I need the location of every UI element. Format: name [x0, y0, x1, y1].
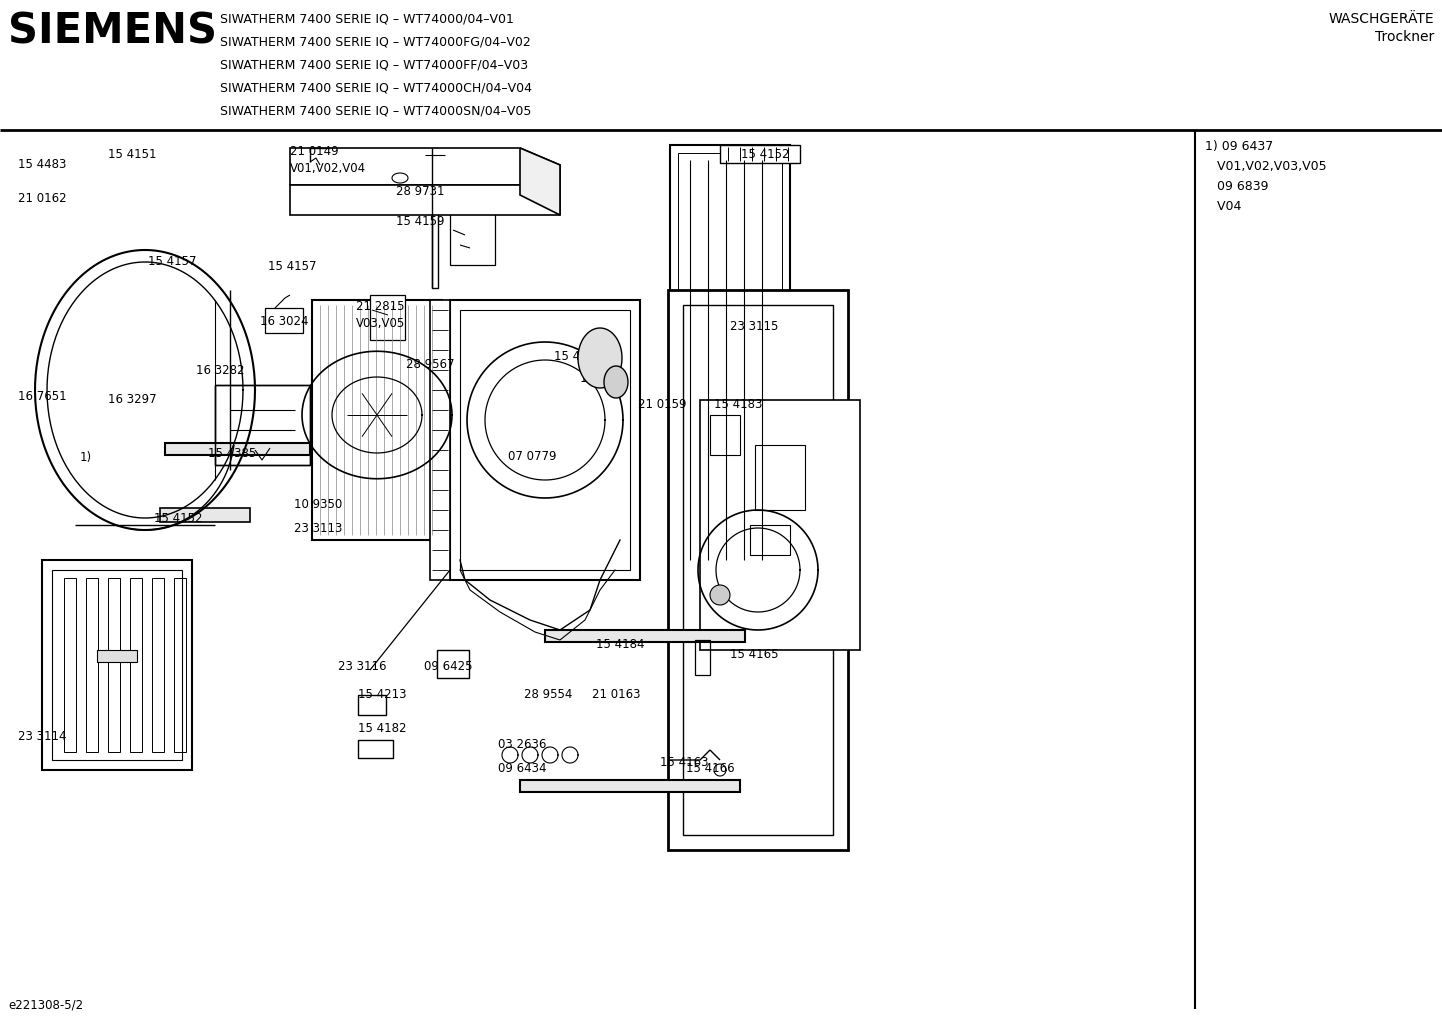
Bar: [130, 578, 141, 752]
Text: 15 4165: 15 4165: [730, 648, 779, 661]
Text: 15 4152: 15 4152: [154, 512, 202, 525]
Text: SIWATHERM 7400 SERIE IQ – WT74000SN/04–V05: SIWATHERM 7400 SERIE IQ – WT74000SN/04–V…: [221, 104, 531, 117]
Bar: [164, 443, 310, 455]
Text: 1): 1): [79, 451, 92, 464]
Text: WASCHGERÄTE: WASCHGERÄTE: [1328, 12, 1433, 26]
Bar: [684, 305, 833, 835]
Polygon shape: [290, 185, 559, 215]
Bar: [671, 145, 790, 575]
Bar: [371, 294, 405, 340]
Bar: [668, 290, 848, 850]
Polygon shape: [290, 148, 559, 185]
Bar: [63, 578, 76, 752]
Bar: [174, 578, 186, 752]
Polygon shape: [604, 366, 629, 398]
Text: 15 4159: 15 4159: [397, 215, 444, 228]
Polygon shape: [578, 328, 622, 388]
Bar: [545, 630, 746, 642]
Text: 09 6434: 09 6434: [497, 762, 547, 775]
Bar: [97, 650, 137, 662]
Bar: [358, 695, 386, 715]
Text: 16 3282: 16 3282: [196, 364, 245, 377]
Text: 23 3113: 23 3113: [294, 522, 342, 535]
Text: 03 2636: 03 2636: [497, 738, 547, 751]
Text: 28 9731: 28 9731: [397, 185, 444, 198]
Bar: [521, 780, 740, 792]
Text: 28 9567: 28 9567: [407, 358, 454, 371]
Text: 07 0779: 07 0779: [508, 450, 557, 463]
Text: SIWATHERM 7400 SERIE IQ – WT74000FG/04–V02: SIWATHERM 7400 SERIE IQ – WT74000FG/04–V…: [221, 35, 531, 48]
Text: 28 9554: 28 9554: [523, 688, 572, 701]
Bar: [265, 308, 303, 333]
Text: 21 0163: 21 0163: [593, 688, 640, 701]
Bar: [437, 650, 469, 678]
Text: 15 4213: 15 4213: [358, 688, 407, 701]
Text: 23 3115: 23 3115: [730, 320, 779, 333]
Text: 15 4483: 15 4483: [17, 158, 66, 171]
Bar: [52, 570, 182, 760]
Text: 21 0162: 21 0162: [17, 192, 66, 205]
Text: 15 4183: 15 4183: [714, 398, 763, 411]
Text: 15 4184: 15 4184: [596, 638, 645, 651]
Bar: [358, 740, 394, 758]
Text: SIWATHERM 7400 SERIE IQ – WT74000/04–V01: SIWATHERM 7400 SERIE IQ – WT74000/04–V01: [221, 12, 513, 25]
Text: Trockner: Trockner: [1374, 30, 1433, 44]
Polygon shape: [521, 148, 559, 215]
Polygon shape: [392, 173, 408, 183]
Text: 21 0159: 21 0159: [637, 398, 686, 411]
Bar: [87, 578, 98, 752]
Polygon shape: [709, 585, 730, 605]
Text: 15 4154: 15 4154: [580, 372, 629, 385]
Text: 1) 09 6437
   V01,V02,V03,V05
   09 6839
   V04: 1) 09 6437 V01,V02,V03,V05 09 6839 V04: [1206, 140, 1327, 213]
Bar: [709, 415, 740, 455]
Text: 15 4182: 15 4182: [358, 722, 407, 735]
Bar: [460, 310, 630, 570]
Bar: [756, 445, 805, 510]
Text: 16 3024: 16 3024: [260, 315, 309, 328]
Bar: [450, 300, 640, 580]
Text: 15 4151: 15 4151: [108, 148, 157, 161]
Text: SIWATHERM 7400 SERIE IQ – WT74000CH/04–V04: SIWATHERM 7400 SERIE IQ – WT74000CH/04–V…: [221, 81, 532, 94]
Bar: [699, 400, 859, 650]
Text: 10 9350: 10 9350: [294, 498, 342, 511]
Text: 15 4163: 15 4163: [660, 756, 708, 769]
Text: 09 6425: 09 6425: [424, 660, 473, 673]
Text: 15 4146: 15 4146: [554, 350, 603, 363]
Bar: [430, 300, 450, 580]
Text: e221308-5/2: e221308-5/2: [9, 998, 84, 1011]
Text: 21 2815
V03,V05: 21 2815 V03,V05: [356, 300, 405, 330]
Text: 15 4385: 15 4385: [208, 447, 257, 460]
Bar: [678, 153, 782, 567]
Bar: [108, 578, 120, 752]
Text: 15 4157: 15 4157: [149, 255, 196, 268]
Text: 15 4152: 15 4152: [741, 148, 790, 161]
Bar: [433, 148, 438, 288]
Bar: [42, 560, 192, 770]
Text: 23 3114: 23 3114: [17, 730, 66, 743]
Bar: [450, 205, 495, 265]
Bar: [750, 525, 790, 555]
Text: 16 3297: 16 3297: [108, 393, 157, 406]
Text: 15 4166: 15 4166: [686, 762, 734, 775]
Bar: [695, 640, 709, 675]
Text: SIWATHERM 7400 SERIE IQ – WT74000FF/04–V03: SIWATHERM 7400 SERIE IQ – WT74000FF/04–V…: [221, 58, 528, 71]
Bar: [720, 145, 800, 163]
Bar: [215, 385, 310, 465]
Text: 21 0149
V01,V02,V04: 21 0149 V01,V02,V04: [290, 145, 366, 175]
Text: 16 7651: 16 7651: [17, 390, 66, 403]
Bar: [311, 300, 443, 540]
Text: SIEMENS: SIEMENS: [9, 10, 216, 52]
Bar: [160, 508, 249, 522]
Text: 15 4157: 15 4157: [268, 260, 316, 273]
Bar: [151, 578, 164, 752]
Text: 23 3116: 23 3116: [337, 660, 386, 673]
